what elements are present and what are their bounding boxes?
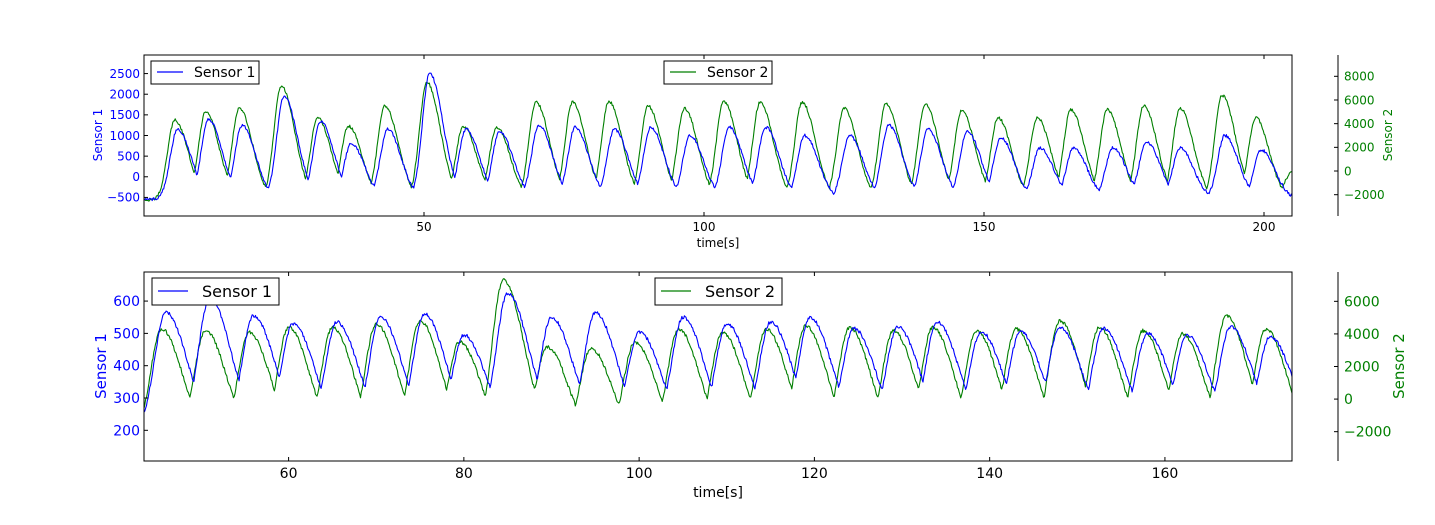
top-chart-x-ticks: 50 100 150 200 [416, 55, 1275, 234]
bottom-chart-left-y-tick-label: 200 [113, 423, 140, 439]
top-chart-left-y-tick-label: 1000 [109, 129, 140, 143]
top-chart-legend-sensor-1-box [150, 60, 260, 85]
top-chart-right-y-tick-label: 0 [1344, 164, 1352, 178]
top-chart-legend-sensor-2-label: Sensor 2 [707, 65, 768, 81]
bottom-chart-x-tick-label: 120 [801, 466, 828, 482]
bottom-chart-legend-sensor-2-label: Sensor 2 [705, 282, 775, 301]
bottom-chart-x-tick-label: 100 [626, 466, 653, 482]
bottom-chart-sensor-1-line [144, 292, 1292, 413]
top-chart-x-tick-label: 200 [1253, 220, 1276, 234]
bottom-chart-right-y-ticks: −2000 0 2000 4000 6000 [1334, 294, 1391, 441]
top-chart-right-y-axis-label: Sensor 2 [1381, 109, 1395, 162]
bottom-chart-lines [144, 278, 1292, 413]
bottom-chart-left-y-tick-label: 500 [113, 326, 140, 342]
bottom-chart: 60 80 100 120 140 160 200 300 400 500 600 −2000 0 2… [92, 271, 1408, 501]
bottom-chart-legend-sensor-1[interactable]: Sensor 1 [151, 277, 280, 306]
bottom-chart-left-y-ticks: 200 300 400 500 600 [113, 294, 148, 439]
top-chart-legend-sensor-1-label: Sensor 1 [194, 65, 255, 81]
top-chart-left-y-tick-label: 2000 [109, 88, 140, 102]
top-chart-right-y-tick-label: 6000 [1344, 93, 1375, 107]
bottom-chart-x-ticks: 60 80 100 120 140 160 [280, 272, 1179, 482]
top-chart-left-y-axis-label: Sensor 1 [91, 109, 105, 162]
top-chart-x-tick-label: 150 [973, 220, 996, 234]
top-chart-sensor-1-line [144, 72, 1292, 202]
bottom-chart-plot-frame [143, 271, 1293, 462]
bottom-chart-legend-sensor-1-label: Sensor 1 [202, 282, 272, 301]
bottom-chart-right-y-tick-label: 4000 [1344, 327, 1380, 343]
top-chart-lines [144, 72, 1292, 202]
bottom-chart-right-y-tick-label: −2000 [1344, 425, 1391, 441]
top-chart: 50 100 150 200 −500 0 500 1000 1500 2000 2500 −20… [91, 54, 1395, 250]
bottom-chart-left-y-tick-label: 600 [113, 294, 140, 310]
bottom-chart-right-y-axis-label: Sensor 2 [1390, 333, 1408, 399]
top-chart-right-y-tick-label: 4000 [1344, 117, 1375, 131]
top-chart-right-y-ticks: −2000 0 2000 4000 6000 8000 [1334, 70, 1385, 202]
top-chart-left-y-tick-label: 0 [132, 170, 140, 184]
bottom-chart-legend-sensor-2[interactable]: Sensor 2 [654, 277, 783, 306]
bottom-chart-x-tick-label: 160 [1152, 466, 1179, 482]
top-chart-left-y-tick-label: 1500 [109, 108, 140, 122]
top-chart-right-y-tick-label: −2000 [1344, 188, 1385, 202]
bottom-chart-left-y-axis-label: Sensor 1 [92, 333, 110, 399]
top-chart-legend-sensor-2[interactable]: Sensor 2 [663, 60, 773, 85]
bottom-chart-right-y-tick-label: 0 [1344, 392, 1353, 408]
top-chart-left-y-tick-label: −500 [107, 191, 140, 205]
bottom-chart-sensor-2-line [144, 278, 1292, 409]
top-chart-left-y-ticks: −500 0 500 1000 1500 2000 2500 [107, 67, 148, 205]
top-chart-x-axis-label: time[s] [697, 236, 740, 250]
bottom-chart-x-axis-label: time[s] [693, 485, 743, 501]
top-chart-sensor-2-line [144, 81, 1292, 202]
top-chart-left-y-tick-label: 2500 [109, 67, 140, 81]
bottom-chart-right-y-tick-label: 6000 [1344, 294, 1380, 310]
top-chart-legend-sensor-2-box [663, 60, 773, 85]
top-chart-x-tick-label: 100 [693, 220, 716, 234]
top-chart-legend-sensor-1[interactable]: Sensor 1 [150, 60, 260, 85]
bottom-chart-x-tick-label: 80 [455, 466, 473, 482]
bottom-chart-x-tick-label: 60 [280, 466, 298, 482]
top-chart-right-y-tick-label: 8000 [1344, 70, 1375, 84]
top-chart-x-tick-label: 50 [416, 220, 431, 234]
top-chart-right-y-tick-label: 2000 [1344, 141, 1375, 155]
bottom-chart-left-y-tick-label: 400 [113, 359, 140, 375]
bottom-chart-x-tick-label: 140 [976, 466, 1003, 482]
bottom-chart-left-y-tick-label: 300 [113, 391, 140, 407]
bottom-chart-right-y-tick-label: 2000 [1344, 360, 1380, 376]
top-chart-left-y-tick-label: 500 [117, 149, 140, 163]
